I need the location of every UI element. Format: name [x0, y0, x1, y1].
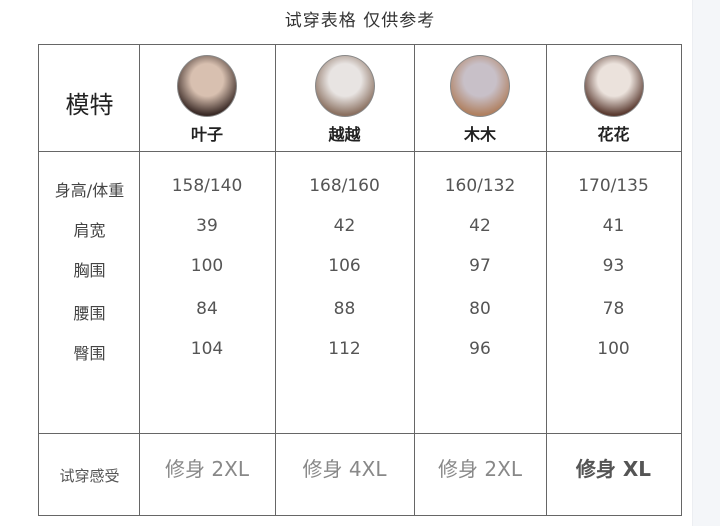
cell-value: 104 — [190, 339, 224, 359]
cell-value: 170/135 — [578, 176, 649, 196]
avatar — [450, 55, 510, 117]
row-label: 臀围 — [73, 344, 106, 363]
cell-value: 96 — [469, 339, 491, 359]
row-label: 身高/体重 — [54, 181, 125, 200]
model-name: 木木 — [463, 125, 496, 144]
avatar — [314, 55, 375, 117]
divider — [275, 45, 276, 515]
side-scroll-strip — [692, 0, 720, 526]
avatar — [583, 55, 644, 117]
cell-value: 106 — [328, 256, 361, 276]
cell-value: 160/132 — [444, 176, 516, 196]
model-name: 叶子 — [190, 125, 223, 144]
fit-value: 修身 4XL — [302, 457, 387, 481]
fit-value: 修身 2XL — [165, 457, 249, 481]
cell-value: 80 — [469, 299, 491, 319]
fit-value: 修身 2XL — [438, 457, 522, 481]
cell-value: 41 — [602, 216, 625, 236]
model-header: 模特 — [65, 91, 114, 119]
cell-value: 168/160 — [309, 176, 380, 196]
model-name: 花花 — [597, 125, 630, 144]
cell-value: 97 — [469, 256, 491, 276]
divider — [546, 45, 547, 515]
page-title: 试穿表格 仅供参考 — [284, 11, 436, 31]
row-label: 肩宽 — [73, 221, 106, 240]
cell-value: 100 — [190, 256, 224, 276]
cell-value: 42 — [333, 216, 356, 236]
cell-value: 100 — [597, 339, 630, 359]
cell-value: 93 — [602, 256, 625, 276]
cell-value: 84 — [196, 299, 218, 319]
model-name: 越越 — [328, 125, 361, 144]
fit-value: 修身 XL — [575, 457, 652, 481]
size-table: 模特 试穿感受 叶子修身 2XL 越越修身 4XL 木木修身 2XL 花花修身 XL 身… — [38, 44, 682, 516]
divider — [139, 45, 140, 515]
cell-value: 42 — [469, 216, 491, 236]
cell-value: 112 — [328, 339, 361, 359]
cell-value: 39 — [196, 216, 218, 236]
cell-value: 78 — [602, 299, 625, 319]
fit-label: 试穿感受 — [59, 467, 120, 485]
cell-value: 88 — [333, 299, 356, 319]
cell-value: 158/140 — [171, 176, 243, 196]
row-label: 腰围 — [73, 304, 106, 323]
row-label: 胸围 — [73, 261, 106, 280]
divider — [39, 433, 681, 434]
divider — [39, 151, 681, 152]
divider — [414, 45, 415, 515]
avatar — [177, 55, 237, 117]
